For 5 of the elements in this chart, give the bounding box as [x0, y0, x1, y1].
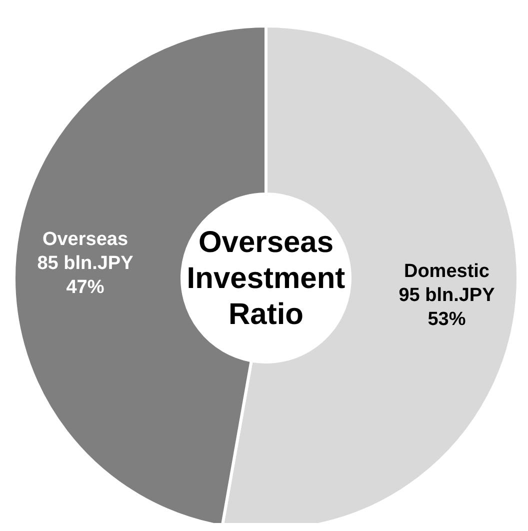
data-label: 85 bln.JPY 47%: [37, 253, 134, 298]
data-label: 95 bln.JPY 53%: [398, 284, 496, 330]
slice-label: Overseas: [42, 229, 128, 250]
slice-label: Domestic: [404, 260, 490, 282]
text: Overseas Investment Ratio: [186, 226, 346, 331]
